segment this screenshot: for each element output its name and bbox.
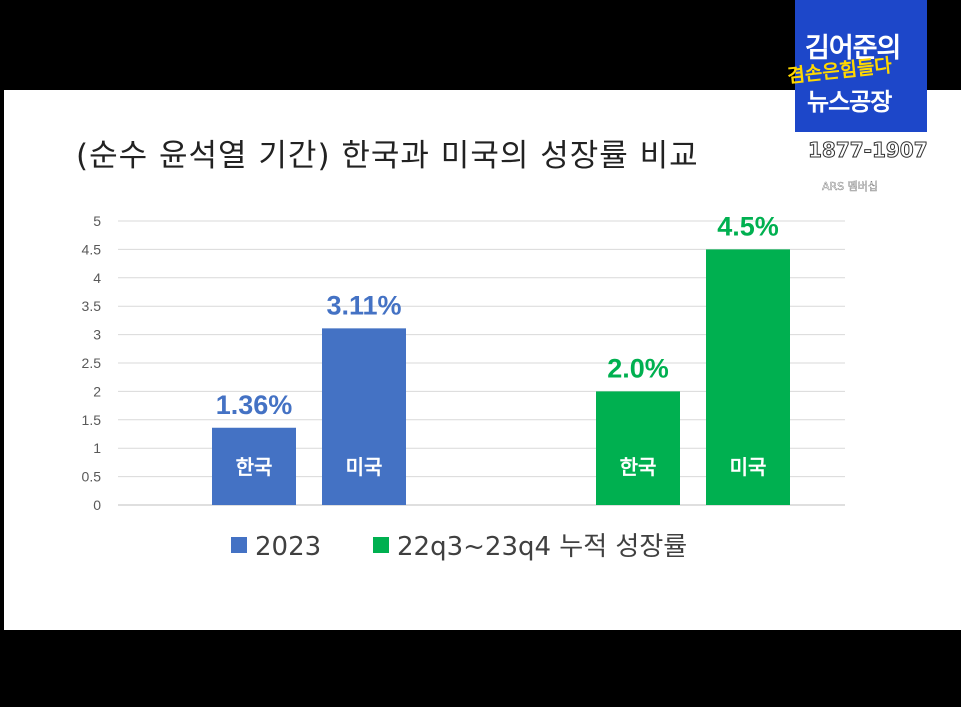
phone-number: 1877-1907 — [808, 138, 929, 163]
logo-line3: 뉴스공장 — [807, 88, 892, 116]
y-tick-label: 4.5 — [82, 241, 102, 257]
data-label: 2.0% — [607, 353, 669, 383]
bar — [322, 328, 406, 505]
y-tick-label: 2.5 — [82, 355, 102, 371]
chart-title: (순수 윤석열 기간) 한국과 미국의 성장률 비교 — [76, 138, 699, 174]
y-tick-label: 0.5 — [82, 469, 102, 485]
y-tick-label: 4 — [93, 270, 101, 286]
y-tick-label: 2 — [93, 383, 101, 399]
category-label: 한국 — [620, 455, 657, 479]
data-label: 3.11% — [326, 290, 401, 320]
legend-swatch — [231, 537, 247, 553]
category-label: 한국 — [236, 455, 273, 479]
legend-swatch — [373, 537, 389, 553]
bar — [706, 249, 790, 505]
y-tick-label: 1.5 — [82, 412, 102, 428]
category-label: 미국 — [346, 455, 383, 479]
category-label: 미국 — [730, 455, 767, 479]
logo-line1: 김어준의 — [805, 33, 901, 64]
y-tick-label: 0 — [93, 497, 101, 513]
bar — [596, 391, 680, 505]
y-tick-label: 3 — [93, 327, 101, 343]
y-tick-label: 3.5 — [82, 298, 102, 314]
ars-label: ARS 멤버십 — [822, 180, 879, 193]
slide-background — [4, 90, 961, 630]
data-label: 4.5% — [717, 211, 779, 241]
data-label: 1.36% — [216, 390, 293, 420]
legend-label: 2023 — [255, 532, 321, 562]
bar — [212, 427, 296, 505]
y-tick-label: 1 — [93, 440, 101, 456]
channel-logo: 김어준의 겸손은힘들다 뉴스공장 — [786, 0, 927, 132]
legend-label: 22q3~23q4 누적 성장률 — [397, 532, 687, 562]
y-tick-label: 5 — [93, 213, 101, 229]
